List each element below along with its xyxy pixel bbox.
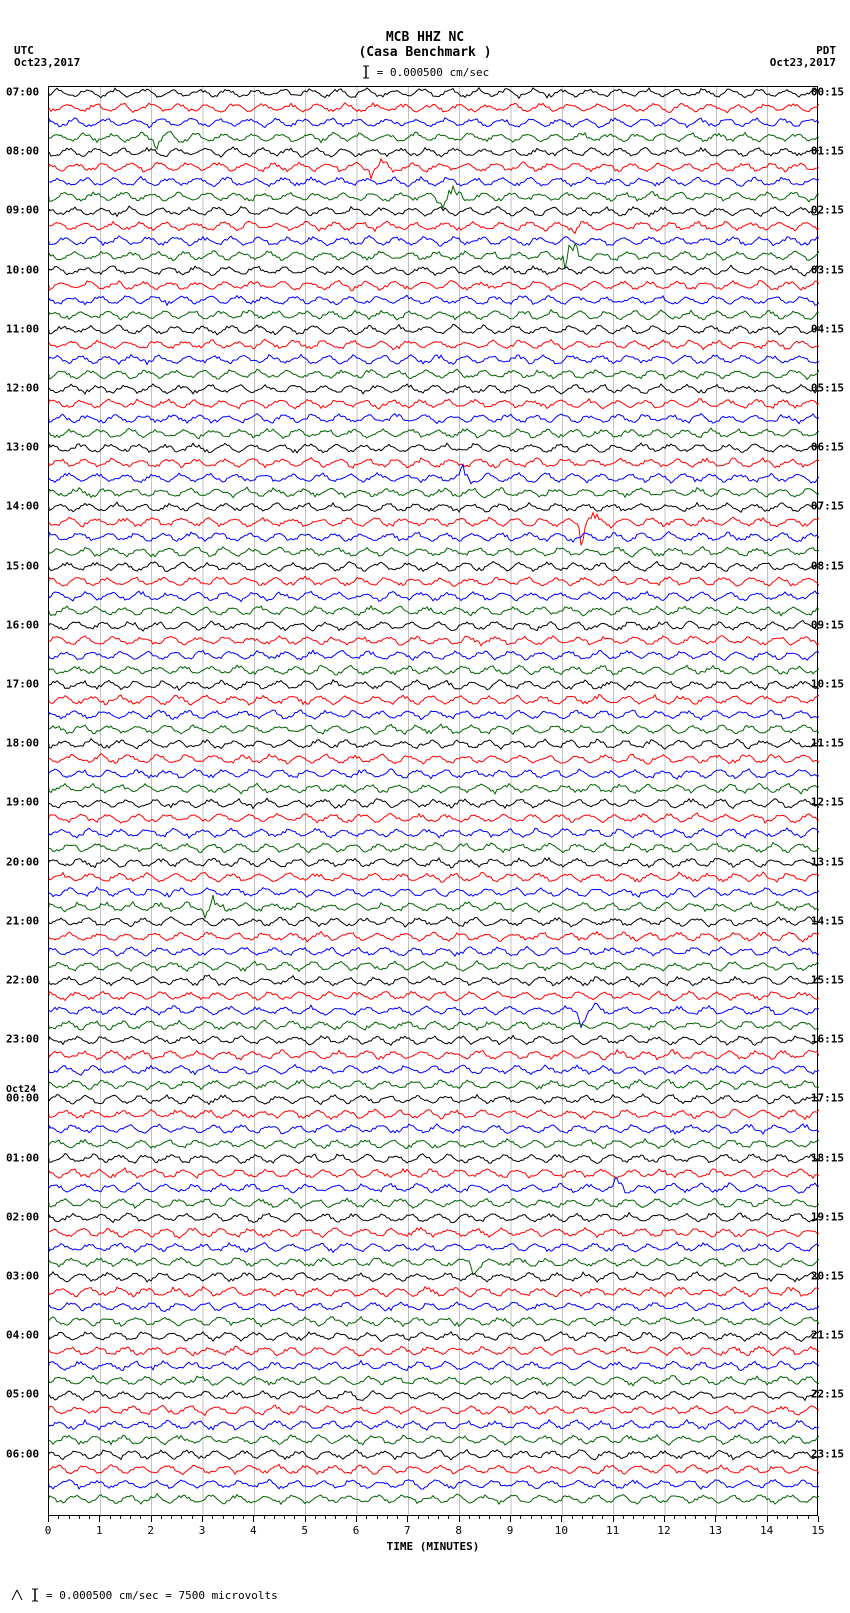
time-label-left: 03:00 — [6, 1270, 39, 1283]
x-tick-label: 10 — [555, 1524, 568, 1537]
time-label-left: 10:00 — [6, 263, 39, 276]
time-label-left: 16:00 — [6, 618, 39, 631]
footer-scale: = 0.000500 cm/sec = 7500 microvolts — [10, 1587, 278, 1603]
time-label-left: 08:00 — [6, 145, 39, 158]
station-subtitle: (Casa Benchmark ) — [0, 45, 850, 60]
time-label-right: 06:15 — [811, 441, 844, 454]
time-label-right: 18:15 — [811, 1151, 844, 1164]
time-label-right: 16:15 — [811, 1033, 844, 1046]
time-label-right: 03:15 — [811, 263, 844, 276]
time-label-left: 06:00 — [6, 1447, 39, 1460]
time-label-right: 05:15 — [811, 382, 844, 395]
time-label-left: 09:00 — [6, 204, 39, 217]
time-label-right: 12:15 — [811, 796, 844, 809]
x-tick-label: 15 — [811, 1524, 824, 1537]
utc-date: Oct23,2017 — [14, 56, 80, 69]
time-label-left: 21:00 — [6, 914, 39, 927]
x-tick-label: 3 — [199, 1524, 206, 1537]
time-label-left: 13:00 — [6, 441, 39, 454]
time-label-left: 20:00 — [6, 855, 39, 868]
x-tick-label: 2 — [147, 1524, 154, 1537]
time-label-left: 07:00 — [6, 86, 39, 99]
time-label-right: 02:15 — [811, 204, 844, 217]
pdt-date: Oct23,2017 — [770, 56, 836, 69]
time-label-left: 12:00 — [6, 382, 39, 395]
x-tick-label: 14 — [760, 1524, 773, 1537]
time-label-right: 07:15 — [811, 500, 844, 513]
time-label-left: 22:00 — [6, 974, 39, 987]
x-tick-label: 1 — [96, 1524, 103, 1537]
x-tick-label: 6 — [353, 1524, 360, 1537]
time-label-right: 04:15 — [811, 322, 844, 335]
time-label-right: 13:15 — [811, 855, 844, 868]
time-label-right: 09:15 — [811, 618, 844, 631]
time-label-right: 19:15 — [811, 1210, 844, 1223]
x-axis-label: TIME (MINUTES) — [387, 1540, 480, 1553]
time-label-right: 10:15 — [811, 678, 844, 691]
time-label-right: 22:15 — [811, 1388, 844, 1401]
time-label-left: 11:00 — [6, 322, 39, 335]
x-tick-label: 8 — [455, 1524, 462, 1537]
time-label-right: 21:15 — [811, 1329, 844, 1342]
x-tick-label: 9 — [507, 1524, 514, 1537]
time-label-left: 17:00 — [6, 678, 39, 691]
x-tick-label: 13 — [709, 1524, 722, 1537]
time-label-right: 00:15 — [811, 86, 844, 99]
x-tick-label: 11 — [606, 1524, 619, 1537]
time-label-left: 14:00 — [6, 500, 39, 513]
x-tick-label: 5 — [301, 1524, 308, 1537]
time-label-right: 01:15 — [811, 145, 844, 158]
time-label-right: 15:15 — [811, 974, 844, 987]
time-label-left: 05:00 — [6, 1388, 39, 1401]
time-label-right: 14:15 — [811, 914, 844, 927]
time-label-left: 23:00 — [6, 1033, 39, 1046]
x-tick-label: 7 — [404, 1524, 411, 1537]
time-label-left: 18:00 — [6, 737, 39, 750]
time-label-right: 11:15 — [811, 737, 844, 750]
time-label-right: 23:15 — [811, 1447, 844, 1460]
x-tick-label: 4 — [250, 1524, 257, 1537]
scale-indicator: = 0.000500 cm/sec — [361, 64, 490, 80]
time-label-left: 15:00 — [6, 559, 39, 572]
station-title: MCB HHZ NC — [0, 30, 850, 45]
x-tick-label: 0 — [45, 1524, 52, 1537]
x-tick-label: 12 — [657, 1524, 670, 1537]
seismogram-plot — [48, 86, 818, 1516]
time-label-right: 08:15 — [811, 559, 844, 572]
day-break-label: Oct24 — [6, 1084, 36, 1095]
time-label-left: 04:00 — [6, 1329, 39, 1342]
time-label-right: 20:15 — [811, 1270, 844, 1283]
time-label-left: 02:00 — [6, 1210, 39, 1223]
time-label-right: 17:15 — [811, 1092, 844, 1105]
time-label-left: 19:00 — [6, 796, 39, 809]
time-label-left: 01:00 — [6, 1151, 39, 1164]
